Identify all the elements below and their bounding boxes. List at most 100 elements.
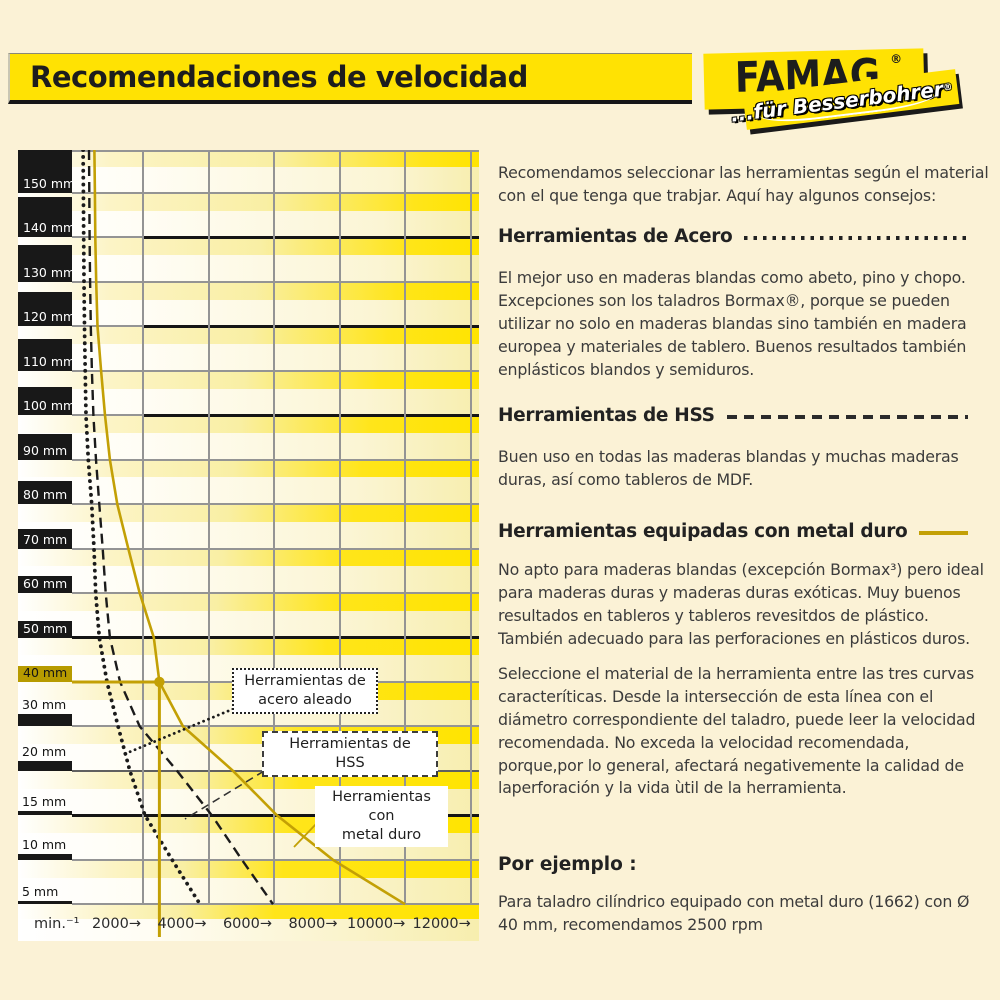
gridline-horizontal: [72, 725, 479, 728]
x-axis-tick: 10000→: [347, 916, 406, 932]
diameter-label-box: 120 mm: [18, 291, 76, 327]
curve-label-acero-aleado: Herramientas de acero aleado: [232, 668, 378, 715]
section-heading-acero: Herramientas de Acero: [498, 226, 968, 247]
curve-label-metal-duro: Herramientas con metal duro: [315, 786, 448, 848]
chart-row-stripe-pale: [18, 610, 479, 638]
diameter-label-highlight: 40 mm: [23, 664, 68, 680]
diameter-label-box: 130 mm: [18, 244, 76, 282]
speed-recommendation-chart: 150 mm 140 mm 130 mm 120 mm 110 mm 100 mm 90 m…: [18, 149, 479, 941]
section-body-acero: El mejor uso en maderas blandas como abe…: [498, 268, 967, 379]
section-body-metal-2: Seleccione el material de la herramienta…: [498, 664, 976, 798]
x-axis-tick: 12000→: [412, 916, 471, 932]
x-axis-tick: 4000→: [157, 916, 207, 932]
curve-label-line: Herramientas de: [289, 736, 411, 752]
right-column: Recomendamos seleccionar las herramienta…: [498, 0, 995, 1000]
diameter-label: 10 mm: [22, 836, 67, 852]
chart-row-stripe-bright: [18, 150, 479, 168]
diameter-label: 130 mm: [23, 264, 76, 280]
diameter-bar: [18, 760, 72, 771]
diameter-label: 120 mm: [23, 309, 76, 325]
gridline-horizontal: [143, 235, 479, 239]
solid-legend-line: [919, 530, 968, 535]
header-banner: Recomendaciones de velocidad: [8, 53, 692, 104]
gridline-vertical: [142, 150, 144, 904]
chart-row-stripe-bright: [18, 326, 479, 345]
section-title-hss: Herramientas de HSS: [498, 405, 715, 426]
curve-label-line: Herramientas con: [332, 789, 431, 825]
section-body-hss: Buen uso en todas las maderas blandas y …: [498, 447, 959, 489]
gridline-horizontal: [72, 503, 479, 506]
diameter-label: 150 mm: [23, 176, 76, 191]
chart-row-stripe-bright: [18, 193, 479, 211]
diameter-label: 100 mm: [23, 398, 76, 414]
dotted-legend-line: [744, 235, 968, 240]
chart-row-stripe-bright: [18, 904, 479, 919]
chart-row-stripe-pale: [18, 918, 479, 941]
diameter-label-box: 110 mm: [18, 339, 75, 371]
diameter-label: 140 mm: [23, 220, 76, 236]
curve-metal-duro: [93, 150, 406, 906]
x-axis-unit-label: min.⁻¹: [34, 916, 80, 932]
annotation-leader-metal-duro: [293, 822, 318, 848]
diameter-label-box: 50 mm: [18, 620, 72, 638]
chart-top-border: [72, 150, 479, 152]
diameter-bar: [18, 853, 72, 860]
curve-label-line: HSS: [335, 755, 365, 772]
section-heading-metal: Herramientas equipadas con metal duro: [498, 521, 968, 542]
diameter-bar: [18, 901, 72, 905]
diameter-label: 90 mm: [23, 442, 68, 458]
gridline-horizontal: [72, 280, 479, 283]
diameter-label: 50 mm: [23, 620, 68, 636]
gridline-horizontal: [72, 236, 143, 239]
gridline-horizontal: [143, 413, 479, 417]
chart-row-stripe-pale: [18, 388, 479, 416]
chart-row-stripe-bright: [18, 637, 479, 656]
annotation-leader-acero-aleado: [125, 707, 235, 755]
gridline-vertical: [338, 150, 341, 904]
gridline-horizontal: [72, 858, 479, 861]
diameter-bar: [18, 714, 72, 727]
x-axis-tick: 2000→: [91, 916, 141, 932]
section-title-acero: Herramientas de Acero: [498, 226, 733, 247]
chart-row-stripe-bright: [18, 504, 479, 522]
gridline-vertical: [469, 150, 472, 904]
gridline-vertical: [207, 150, 210, 904]
diameter-label-box: 70 mm: [18, 528, 72, 549]
chart-row-stripe-pale: [18, 344, 479, 371]
gridline-horizontal: [72, 369, 479, 372]
diameter-label-box-highlight: 40 mm: [18, 664, 72, 682]
chart-row-stripe-pale: [18, 299, 479, 327]
curve-hss: [87, 150, 274, 905]
diameter-label-box: 60 mm: [18, 575, 72, 594]
diameter-label: 5 mm: [22, 884, 59, 900]
gridline-horizontal: [72, 547, 479, 550]
page-title: Recomendaciones de velocidad: [30, 60, 528, 94]
diameter-label: 70 mm: [23, 531, 68, 547]
section-title-metal: Herramientas equipadas con metal duro: [498, 521, 908, 542]
chart-row-stripe-bright: [18, 593, 479, 611]
chart-row-stripe-bright: [18, 548, 479, 567]
diameter-label: 15 mm: [22, 794, 67, 810]
example-heading: Por ejemplo :: [498, 854, 637, 875]
chart-row-stripe-bright: [18, 459, 479, 478]
chart-row-stripe-bright: [18, 281, 479, 300]
gridline-horizontal: [72, 636, 479, 639]
diameter-label: 80 mm: [23, 487, 68, 503]
annotation-leader-hss: [184, 770, 265, 820]
chart-row-stripe-bright: [18, 415, 479, 434]
chart-row-stripe-bright: [18, 370, 479, 389]
diameter-label: 30 mm: [22, 697, 67, 713]
gridline-horizontal: [72, 325, 143, 328]
gridline-horizontal: [72, 414, 143, 417]
diameter-label: 60 mm: [23, 576, 68, 592]
section-heading-hss: Herramientas de HSS: [498, 405, 968, 426]
diameter-bar: [18, 811, 72, 816]
gridline-horizontal: [72, 192, 479, 194]
curve-label-line: Herramientas de: [244, 673, 366, 689]
curve-label-line: metal duro: [341, 827, 422, 844]
speed-curves: [72, 150, 406, 937]
example-text: Para taladro cilíndrico equipado con met…: [498, 892, 970, 934]
gridline-horizontal: [72, 592, 479, 595]
chart-row-stripe-bright: [18, 237, 479, 256]
